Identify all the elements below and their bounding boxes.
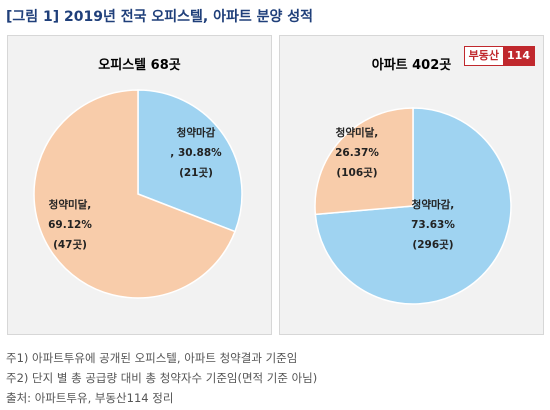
officetel-pie-chart: 청약마감 , 30.88% (21곳) 청약미달, 69.12% (47곳) [33, 89, 243, 299]
pie-1-slice-1 [314, 107, 414, 216]
figure-title: [그림 1] 2019년 전국 오피스텔, 아파트 분양 성적 [6, 9, 314, 25]
apartment-chart-title: 아파트 402곳 [371, 58, 452, 73]
footnote-1: 주1) 아파트투유에 공개된 오피스텔, 아파트 청약결과 기준임 [6, 351, 298, 365]
apartment-chart-panel: 청약마감, 73.63% (296곳) 청약미달, 26.37% (106곳) 아파트 4… [279, 35, 544, 335]
officetel-chart-title: 오피스텔 68곳 [98, 58, 181, 73]
pie-0-slice-1-count: (47곳) [53, 239, 87, 251]
officetel-chart-panel: 청약마감 , 30.88% (21곳) 청약미달, 69.12% (47곳) 오피스텔 6… [7, 35, 272, 335]
pie-0-slice-0 [137, 89, 243, 233]
pie-0-slice-0-count: (21곳) [179, 167, 213, 179]
pie-1-slice-0-label: 청약마감, [412, 198, 455, 211]
logo-number-text: 114 [503, 47, 534, 65]
pie-1-slice-0-value: 73.63% [411, 219, 455, 231]
footnotes: 주1) 아파트투유에 공개된 오피스텔, 아파트 청약결과 기준임 주2) 단지… [6, 348, 317, 408]
pie-1-slice-1-label: 청약미달, [336, 126, 379, 139]
pie-0-slice-1-label: 청약미달, [49, 198, 92, 211]
pie-0-slice-1-value: 69.12% [48, 219, 92, 231]
apartment-pie-chart: 청약마감, 73.63% (296곳) 청약미달, 26.37% (106곳) [314, 107, 512, 305]
pie-1-slice-0-count: (296곳) [412, 239, 453, 251]
pie-1-slice-1-value: 26.37% [335, 147, 379, 159]
footnote-2: 주2) 단지 별 총 공급량 대비 총 청약자수 기준임(면적 기준 아님) [6, 371, 318, 385]
source-note: 출처: 아파트투유, 부동산114 정리 [6, 391, 174, 405]
busan114-logo: 부동산 114 [463, 46, 535, 66]
pie-0-slice-0-value: , 30.88% [170, 147, 222, 159]
logo-brand-text: 부동산 [464, 47, 504, 65]
pie-1-slice-1-count: (106곳) [336, 167, 377, 179]
pie-0-slice-1 [33, 89, 236, 299]
pie-0-slice-0-label: 청약마감 [177, 126, 216, 139]
